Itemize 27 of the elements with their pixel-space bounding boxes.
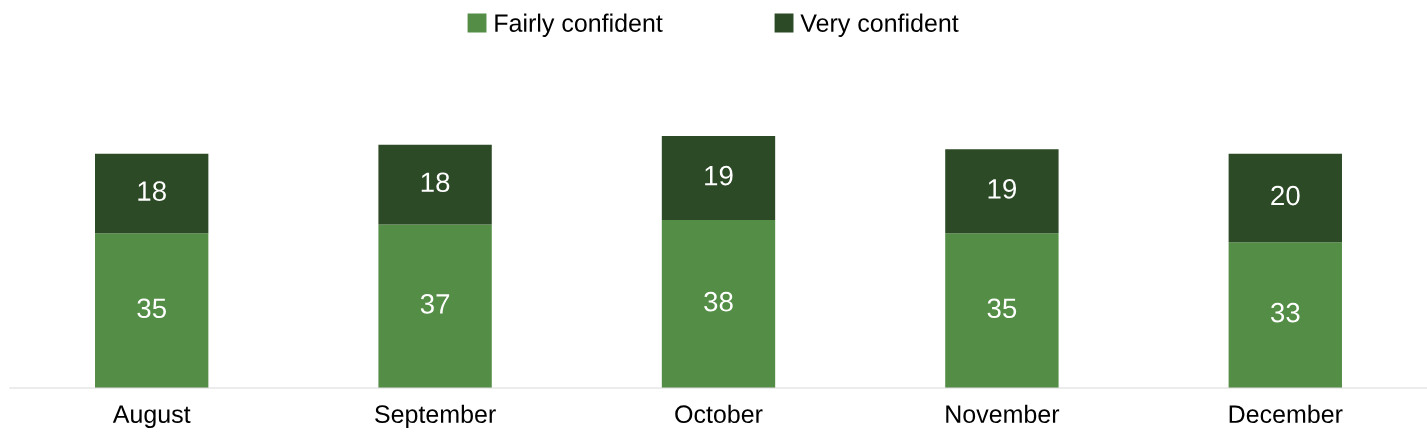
data-label: 33 bbox=[1270, 302, 1300, 323]
bar bbox=[95, 233, 209, 389]
x-tick-label: September bbox=[375, 404, 496, 428]
x-tick-label: December bbox=[1229, 404, 1343, 424]
data-label: 20 bbox=[1271, 185, 1300, 206]
bar bbox=[95, 153, 209, 234]
data-label: 19 bbox=[988, 179, 1017, 199]
x-tick-label: November bbox=[946, 404, 1060, 424]
bar bbox=[661, 220, 776, 389]
bar bbox=[1228, 242, 1342, 389]
bar bbox=[1228, 153, 1342, 243]
data-label: 35 bbox=[987, 298, 1017, 319]
bar bbox=[378, 144, 492, 225]
data-label: 18 bbox=[421, 172, 450, 193]
x-tick-label: August bbox=[112, 405, 191, 428]
data-label: 37 bbox=[420, 294, 450, 314]
bar bbox=[945, 149, 1059, 234]
data-label: 18 bbox=[138, 181, 166, 201]
bar bbox=[945, 233, 1059, 389]
x-tick-label: October bbox=[675, 404, 763, 424]
bar bbox=[661, 136, 776, 221]
bar bbox=[378, 224, 492, 389]
legend-label: Fairly confident bbox=[495, 13, 663, 37]
legend-label: Very confident bbox=[800, 13, 959, 37]
data-label: 19 bbox=[705, 165, 733, 186]
data-label: 35 bbox=[137, 298, 166, 319]
data-label: 38 bbox=[704, 291, 733, 312]
